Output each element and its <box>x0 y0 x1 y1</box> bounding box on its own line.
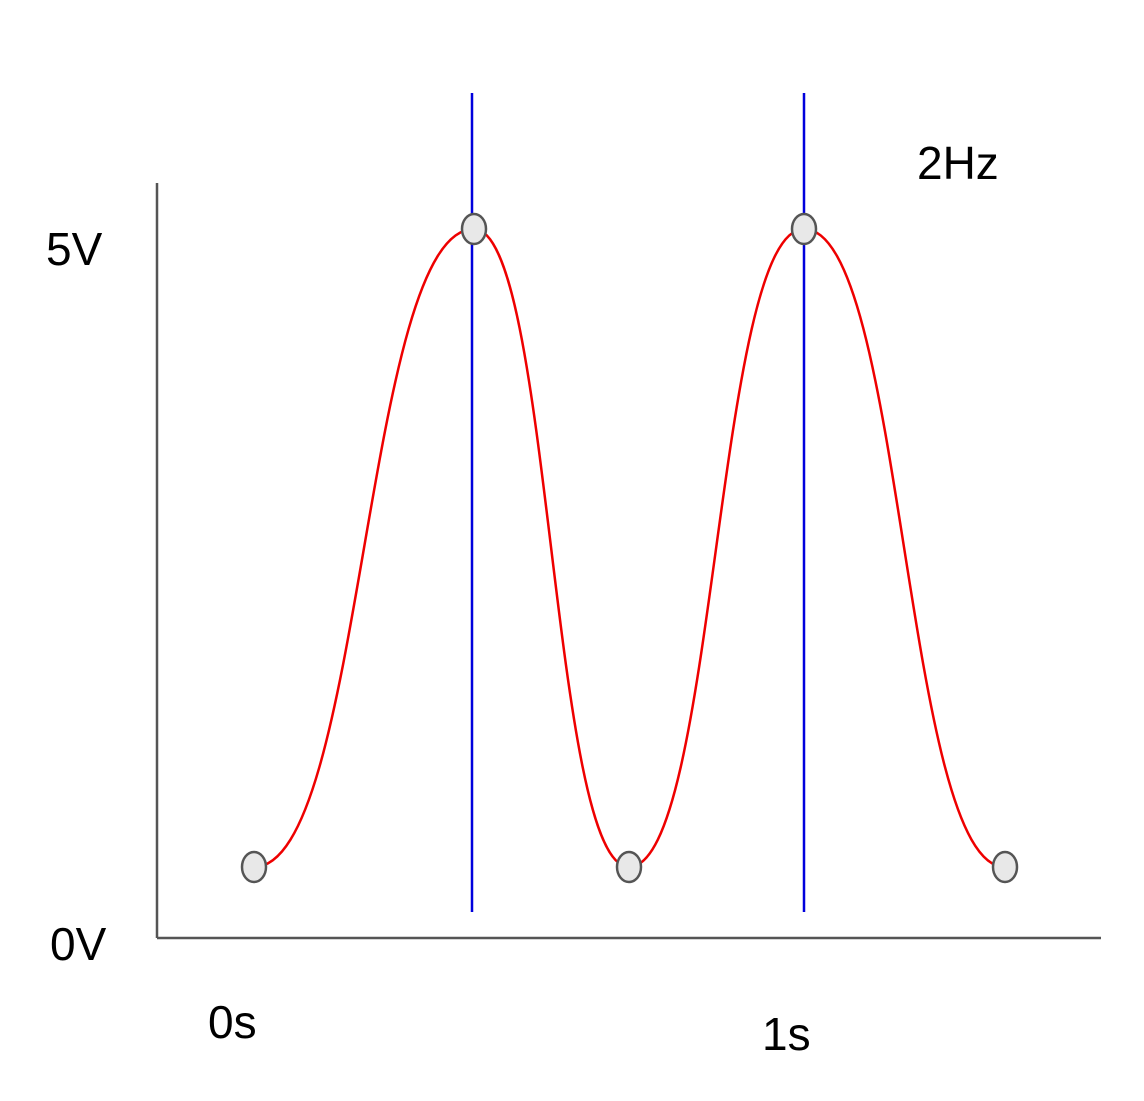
waveform-point <box>615 850 643 884</box>
x-label: 1s <box>762 1008 811 1060</box>
waveform <box>253 227 1006 869</box>
frequency-label: 2Hz <box>917 137 999 189</box>
x-label: 0s <box>208 996 257 1048</box>
y-label: 5V <box>46 223 103 275</box>
waveform-point <box>991 850 1019 884</box>
waveform-point <box>240 850 268 884</box>
waveform-point <box>790 212 818 246</box>
waveform-point <box>460 212 488 246</box>
y-label: 0V <box>50 918 107 970</box>
